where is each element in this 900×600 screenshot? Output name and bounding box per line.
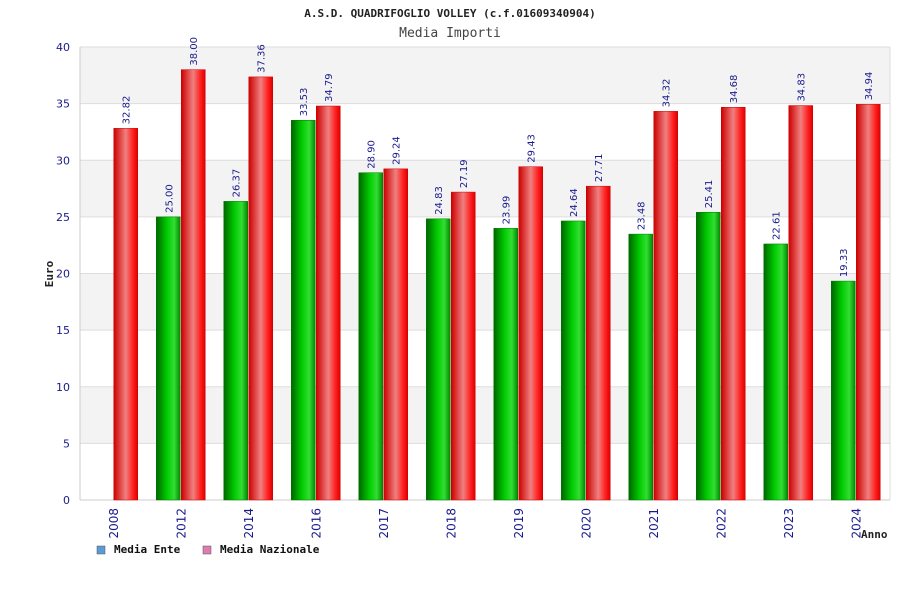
bar-media-ente: [493, 228, 518, 501]
bar-media-ente: [223, 201, 248, 501]
bar-media-ente: [628, 233, 653, 501]
legend-label: Media Ente: [114, 543, 181, 556]
bar-media-nazionale: [586, 185, 611, 501]
x-tick-label: 2021: [647, 508, 661, 539]
data-label: 25.00: [164, 184, 175, 213]
data-label: 24.64: [569, 188, 580, 217]
data-label: 34.32: [662, 79, 673, 108]
bar-media-ente: [831, 280, 856, 501]
bar-media-nazionale: [316, 105, 341, 501]
x-tick-label: 2022: [714, 508, 728, 539]
data-label: 37.36: [257, 44, 268, 73]
x-tick-label: 2012: [174, 508, 188, 539]
data-label: 23.99: [502, 196, 513, 225]
data-label: 25.41: [704, 180, 715, 209]
data-label: 38.00: [189, 37, 200, 66]
chart-subtitle: Media Importi: [399, 26, 501, 41]
y-axis: 0 5 10 15 20 25 30 35 40: [56, 41, 70, 507]
bar-media-nazionale: [653, 111, 678, 501]
data-label: 34.79: [324, 73, 335, 102]
grid-band: [80, 273, 890, 331]
x-tick-label: 2020: [579, 508, 593, 539]
y-tick-label: 40: [56, 41, 70, 54]
x-axis: 2008 2012 2014 2016 2017 2018 2019 2020 2021 2022…: [107, 508, 864, 539]
x-tick-label: 2014: [242, 508, 256, 539]
bar-media-ente: [426, 218, 451, 501]
legend-label: Media Nazionale: [220, 543, 320, 556]
data-label: 29.43: [527, 134, 538, 163]
bar-media-nazionale: [248, 76, 273, 501]
bar-media-ente: [156, 216, 181, 501]
bar-media-ente: [291, 120, 316, 501]
data-label: 34.83: [797, 73, 808, 102]
legend: Media Ente Media Nazionale: [96, 543, 320, 556]
grid-band: [80, 386, 890, 444]
bar-media-nazionale: [181, 69, 206, 501]
y-tick-label: 25: [56, 211, 70, 224]
bar-media-ente: [696, 211, 721, 501]
x-tick-label: 2008: [107, 508, 121, 539]
x-tick-label: 2023: [782, 508, 796, 539]
bars: [113, 69, 881, 501]
bar-media-nazionale: [113, 128, 138, 501]
data-label: 34.94: [864, 72, 875, 101]
data-label: 28.90: [367, 140, 378, 169]
y-axis-label: Euro: [43, 260, 56, 287]
bar-media-nazionale: [721, 106, 746, 501]
grid-band: [80, 160, 890, 217]
bar-media-nazionale: [383, 168, 408, 501]
bar-media-nazionale: [788, 105, 813, 501]
bar-media-nazionale: [451, 191, 476, 501]
y-tick-label: 0: [63, 494, 70, 507]
data-label: 19.33: [839, 248, 850, 277]
y-tick-label: 35: [56, 98, 70, 111]
x-tick-label: 2016: [309, 508, 323, 539]
bar-media-ente: [561, 220, 586, 501]
data-label: 23.48: [637, 201, 648, 230]
x-tick-label: 2019: [512, 508, 526, 539]
legend-swatch: [202, 545, 212, 555]
y-tick-label: 30: [56, 154, 70, 167]
bar-media-ente: [358, 172, 383, 501]
data-label: 24.83: [434, 186, 445, 215]
data-label: 27.71: [594, 154, 605, 183]
y-tick-label: 10: [56, 381, 70, 394]
y-tick-label: 5: [63, 437, 70, 450]
bar-media-nazionale: [518, 166, 543, 501]
chart-title: A.S.D. QUADRIFOGLIO VOLLEY (c.f.01609340…: [304, 7, 595, 20]
data-label: 29.24: [392, 136, 403, 165]
x-tick-label: 2024: [849, 508, 863, 539]
gridlines: [79, 46, 891, 501]
x-tick-label: 2018: [444, 508, 458, 539]
y-tick-label: 15: [56, 324, 70, 337]
bar-media-nazionale: [856, 104, 881, 501]
data-label: 34.68: [729, 75, 740, 104]
y-tick-label: 20: [56, 268, 70, 281]
data-label: 22.61: [772, 211, 783, 240]
data-label: 33.53: [299, 88, 310, 117]
legend-swatch: [96, 545, 106, 555]
bar-media-ente: [763, 243, 788, 501]
grid-band: [80, 47, 890, 104]
data-label: 26.37: [232, 169, 243, 198]
x-axis-label: Anno: [861, 528, 888, 541]
data-label: 32.82: [122, 96, 133, 125]
x-tick-label: 2017: [377, 508, 391, 539]
data-label: 27.19: [459, 159, 470, 188]
data-labels: 32.82 25.00 38.00 26.37 37.36 33.53 34.79 28.90…: [122, 37, 876, 277]
